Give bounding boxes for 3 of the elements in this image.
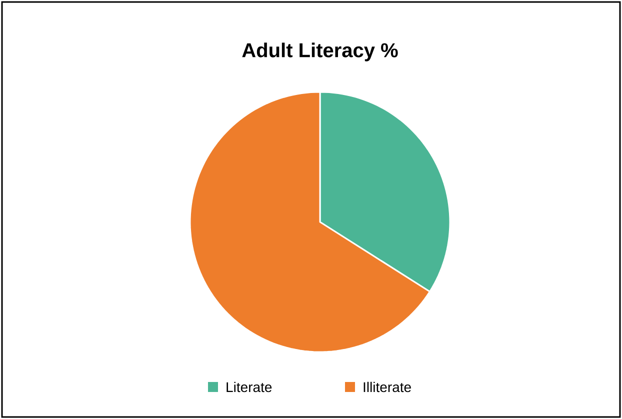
legend-label: Literate [226,382,272,392]
legend-label: Illiterate [364,382,411,392]
chart-title: Adult Literacy % [242,42,398,62]
